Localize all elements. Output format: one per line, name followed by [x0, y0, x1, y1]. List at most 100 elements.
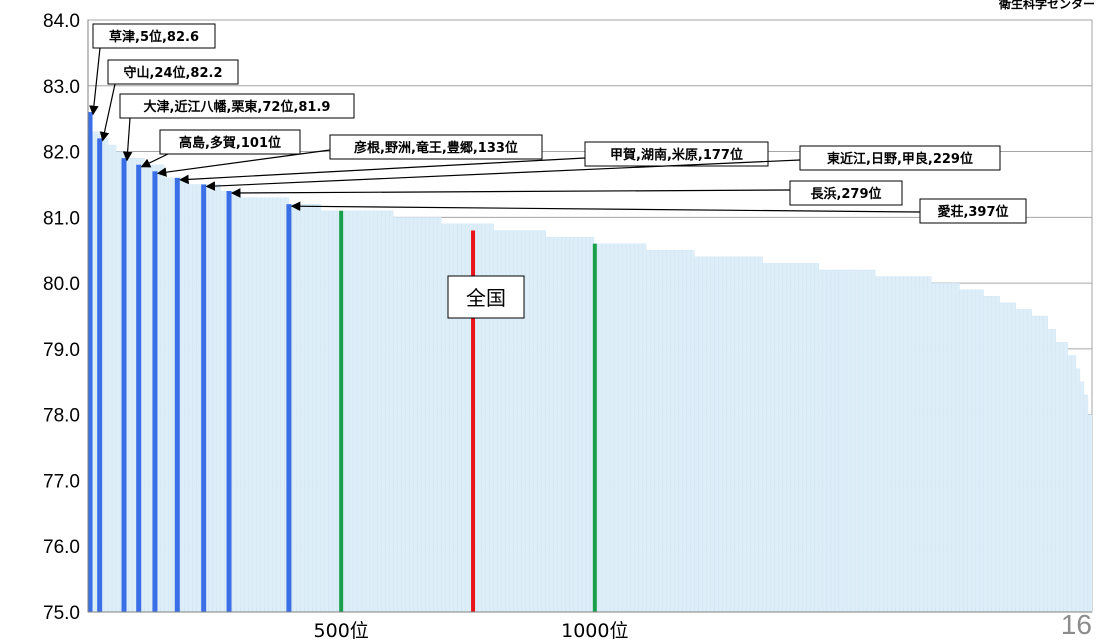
- background-bar: [1047, 329, 1052, 613]
- background-bar: [866, 269, 872, 613]
- background-bar: [132, 157, 137, 613]
- background-bar: [1059, 342, 1065, 613]
- background-bar: [144, 164, 149, 613]
- background-bar: [642, 243, 647, 613]
- background-bar: [232, 190, 237, 613]
- background-bar: [196, 184, 201, 613]
- background-bar: [858, 269, 864, 613]
- background-bar: [879, 276, 884, 613]
- x-tick-label: 1000位: [561, 620, 628, 641]
- background-bar: [874, 276, 880, 613]
- background-bar: [348, 210, 354, 613]
- background-bar: [911, 276, 916, 613]
- background-bar: [790, 263, 795, 613]
- reference-bar: [471, 230, 476, 612]
- background-bar: [1083, 394, 1089, 613]
- background-bar: [553, 236, 559, 613]
- background-bar: [794, 263, 799, 613]
- y-tick-label: 80.0: [43, 274, 80, 295]
- background-bar: [1055, 342, 1061, 613]
- background-bar: [750, 256, 755, 613]
- background-bar: [903, 276, 908, 613]
- background-bar: [947, 282, 952, 613]
- callout-box: [119, 93, 355, 119]
- background-bar: [766, 263, 771, 613]
- background-bar: [192, 184, 197, 613]
- background-bar: [830, 269, 836, 613]
- background-bar: [987, 296, 992, 613]
- background-bar: [385, 210, 390, 613]
- background-bar: [1015, 309, 1020, 613]
- background-bar: [316, 204, 322, 613]
- background-bar: [666, 250, 671, 613]
- background-bar: [280, 197, 285, 613]
- background-bar: [248, 197, 253, 613]
- callout-label: 彦根,野洲,竜王,豊郷,133位: [354, 140, 518, 156]
- background-bar: [328, 210, 334, 613]
- background-bar: [935, 282, 940, 613]
- background-bar: [742, 256, 747, 613]
- background-bar: [268, 197, 273, 613]
- highlight-bar: [201, 184, 207, 612]
- background-bar: [533, 230, 538, 613]
- background-bar: [995, 296, 1000, 613]
- background-bar: [188, 184, 193, 613]
- background-bar: [372, 210, 378, 613]
- background-bar: [870, 269, 876, 613]
- background-bar: [674, 250, 679, 613]
- background-bar: [115, 151, 121, 613]
- callout-label: 大津,近江八幡,栗東,72位,81.9: [144, 99, 331, 115]
- background-bar: [549, 236, 555, 613]
- background-bar: [1027, 309, 1032, 613]
- background-bar: [312, 204, 318, 613]
- callout-box: [159, 129, 301, 155]
- background-bar: [1075, 368, 1081, 613]
- callout-arrow: [230, 188, 791, 198]
- source-label: 衛生科学センター: [998, 0, 1095, 11]
- highlight-bar: [286, 204, 292, 612]
- background-bar: [569, 236, 575, 613]
- background-bar: [91, 131, 97, 613]
- background-bar: [971, 289, 976, 613]
- background-bar: [360, 210, 366, 613]
- background-bar: [304, 204, 310, 613]
- background-bar: [352, 210, 358, 613]
- callout-box: [799, 145, 1001, 171]
- background-bar: [557, 236, 563, 613]
- background-bar: [658, 250, 663, 613]
- background-bar: [308, 204, 314, 613]
- background-bar: [630, 243, 635, 613]
- y-tick-label: 79.0: [43, 340, 80, 361]
- background-bar: [252, 197, 257, 613]
- background-bar: [160, 164, 165, 613]
- background-bar: [597, 243, 603, 613]
- background-bar: [212, 184, 217, 613]
- background-bar: [421, 217, 426, 613]
- background-bar: [425, 217, 430, 613]
- background-bar: [625, 243, 631, 613]
- background-bar: [364, 210, 370, 613]
- x-tick-label: 500位: [314, 620, 369, 641]
- background-bar: [726, 256, 731, 613]
- background-bar: [441, 223, 446, 613]
- background-bar: [1019, 309, 1024, 613]
- background-bar: [609, 243, 615, 613]
- background-bar: [650, 250, 655, 613]
- highlight-bar: [136, 164, 142, 612]
- background-bar: [670, 250, 675, 613]
- background-bar: [822, 269, 828, 613]
- background-bar: [899, 276, 904, 613]
- highlight-bar: [97, 138, 103, 612]
- callout-box: [789, 180, 903, 206]
- y-tick-label: 81.0: [43, 208, 80, 229]
- background-bar: [1079, 381, 1085, 613]
- background-bar: [320, 210, 326, 613]
- background-bar: [646, 250, 651, 613]
- background-bar: [417, 217, 422, 613]
- background-bar: [854, 269, 860, 613]
- background-bar: [377, 210, 382, 613]
- background-bar: [975, 289, 980, 613]
- background-bar: [955, 282, 960, 613]
- background-bar: [846, 269, 852, 613]
